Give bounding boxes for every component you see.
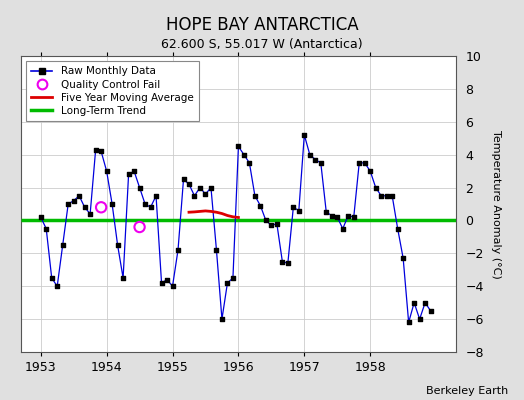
Point: [75, 192, 83, 199]
Point: [163, 276, 171, 283]
Point: [272, 220, 281, 227]
Point: [174, 247, 182, 253]
Point: [92, 146, 100, 153]
Point: [289, 204, 298, 210]
Point: [410, 300, 418, 306]
Point: [146, 204, 155, 210]
Point: [113, 242, 122, 248]
Point: [344, 212, 353, 219]
Point: [141, 201, 149, 207]
Point: [185, 181, 193, 188]
Point: [130, 168, 138, 174]
Point: [300, 132, 309, 138]
Point: [278, 258, 287, 265]
Point: [388, 192, 396, 199]
Point: [135, 184, 144, 191]
Point: [267, 222, 276, 228]
Point: [135, 224, 144, 230]
Point: [283, 260, 292, 266]
Point: [311, 156, 320, 163]
Point: [322, 209, 331, 216]
Point: [399, 255, 407, 262]
Point: [102, 168, 111, 174]
Point: [59, 242, 67, 248]
Point: [333, 214, 342, 220]
Point: [239, 152, 248, 158]
Point: [229, 275, 237, 281]
Point: [108, 201, 116, 207]
Point: [234, 143, 243, 150]
Point: [212, 247, 221, 253]
Point: [394, 226, 402, 232]
Point: [48, 275, 56, 281]
Point: [250, 192, 259, 199]
Point: [152, 192, 160, 199]
Point: [119, 275, 127, 281]
Point: [305, 152, 314, 158]
Point: [53, 283, 61, 290]
Point: [223, 280, 232, 286]
Point: [207, 184, 215, 191]
Point: [366, 168, 375, 174]
Point: [190, 192, 199, 199]
Point: [421, 300, 429, 306]
Point: [64, 201, 72, 207]
Point: [256, 202, 265, 209]
Point: [37, 214, 45, 220]
Point: [294, 207, 303, 214]
Point: [383, 192, 391, 199]
Text: Berkeley Earth: Berkeley Earth: [426, 386, 508, 396]
Point: [372, 184, 380, 191]
Point: [316, 160, 325, 166]
Point: [97, 204, 105, 210]
Point: [70, 198, 78, 204]
Point: [261, 217, 270, 224]
Point: [81, 204, 89, 210]
Point: [328, 212, 336, 219]
Point: [339, 226, 347, 232]
Point: [157, 280, 166, 286]
Text: 62.600 S, 55.017 W (Antarctica): 62.600 S, 55.017 W (Antarctica): [161, 38, 363, 51]
Point: [377, 192, 385, 199]
Point: [168, 283, 177, 290]
Point: [42, 226, 50, 232]
Point: [124, 171, 133, 178]
Point: [218, 316, 226, 322]
Y-axis label: Temperature Anomaly (°C): Temperature Anomaly (°C): [491, 130, 501, 278]
Point: [86, 211, 94, 217]
Text: HOPE BAY ANTARCTICA: HOPE BAY ANTARCTICA: [166, 16, 358, 34]
Legend: Raw Monthly Data, Quality Control Fail, Five Year Moving Average, Long-Term Tren: Raw Monthly Data, Quality Control Fail, …: [26, 61, 199, 121]
Point: [201, 191, 210, 197]
Point: [416, 316, 424, 322]
Point: [179, 176, 188, 182]
Point: [355, 160, 364, 166]
Point: [350, 214, 358, 220]
Point: [427, 308, 435, 314]
Point: [405, 319, 413, 326]
Point: [361, 160, 369, 166]
Point: [196, 184, 204, 191]
Point: [245, 160, 254, 166]
Point: [97, 148, 105, 154]
